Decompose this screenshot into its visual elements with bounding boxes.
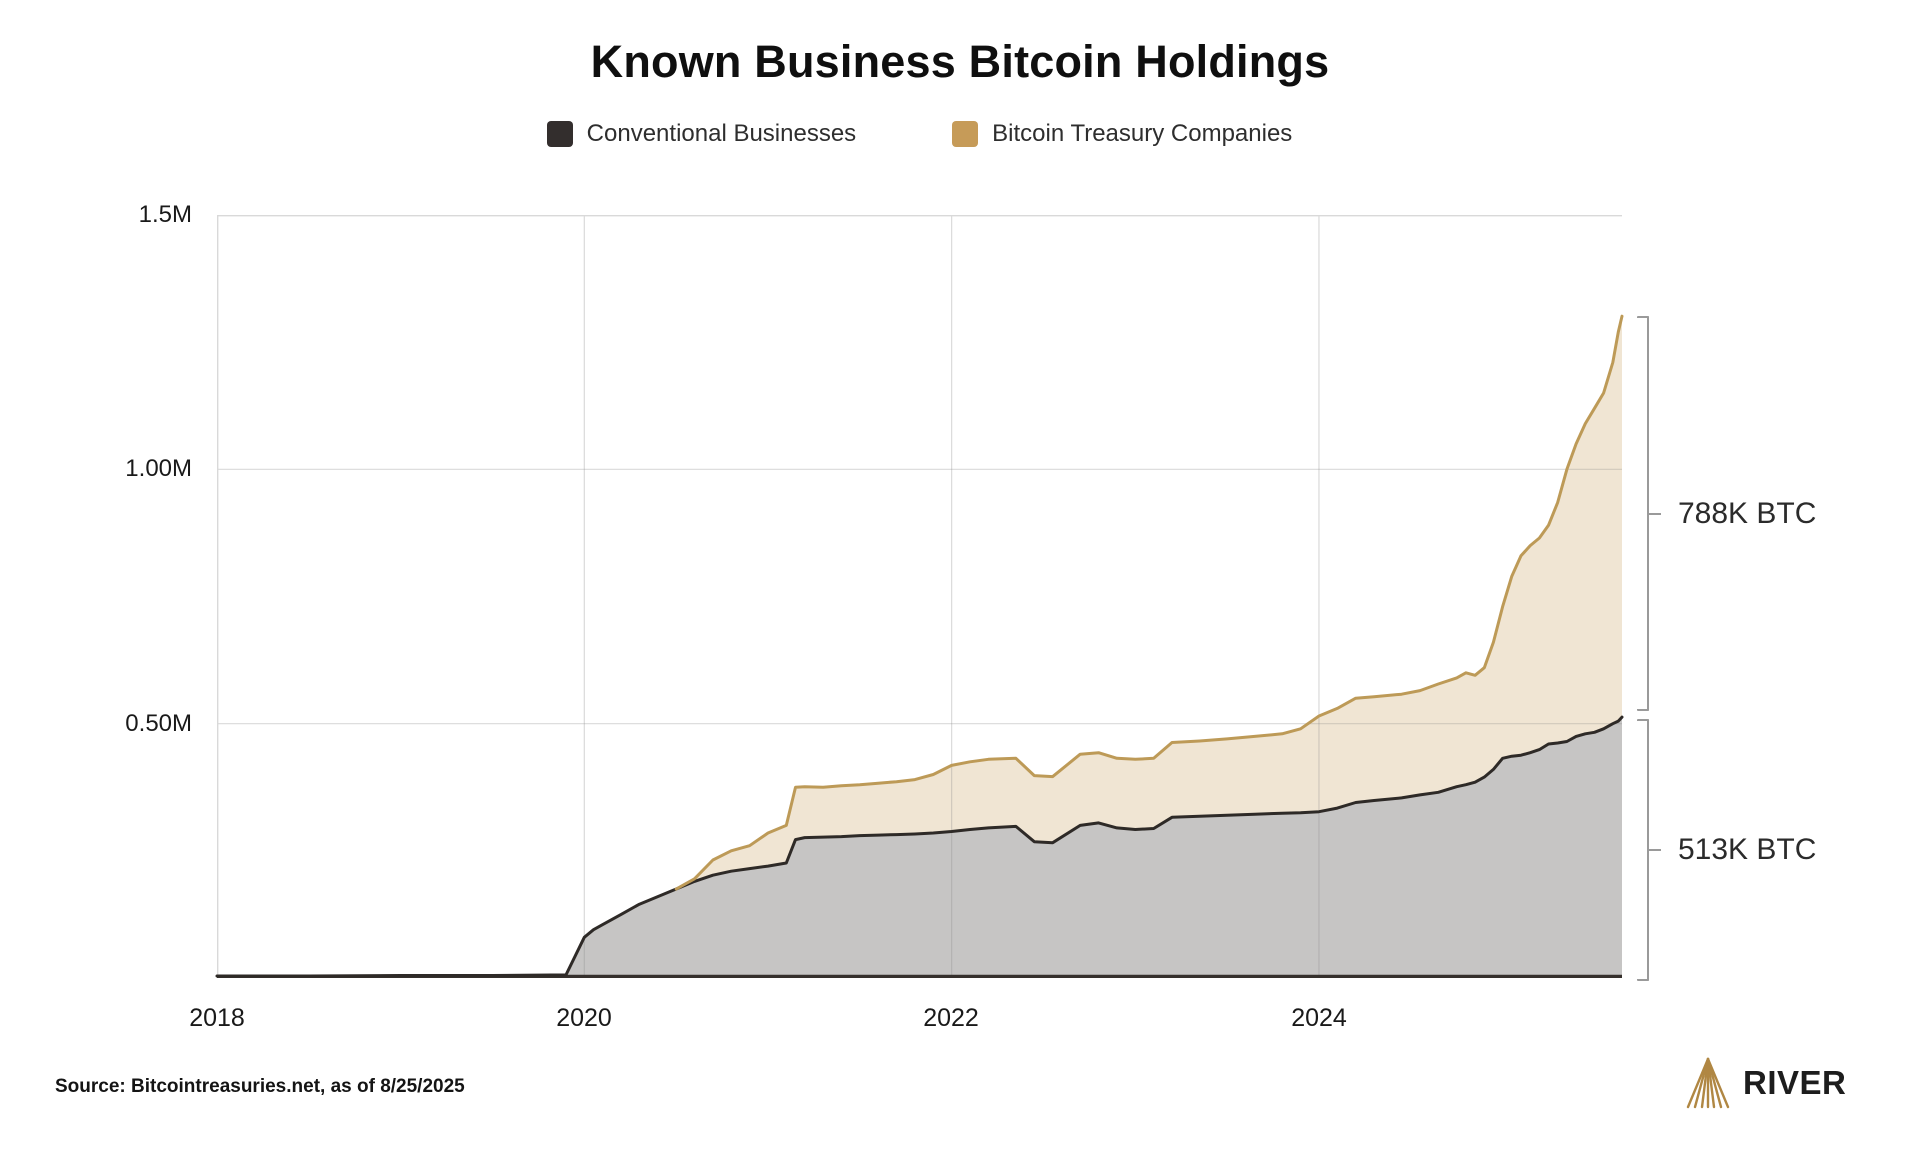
y-axis-tick-0-50m: 0.50M [125, 710, 192, 737]
legend-label-conventional: Conventional Businesses [586, 120, 857, 147]
legend-swatch-conventional [546, 121, 573, 147]
x-axis-tick-2022: 2022 [923, 1004, 979, 1032]
river-logo: RIVER [1686, 1056, 1846, 1110]
source-attribution: Source: Bitcointreasuries.net, as of 8/2… [55, 1076, 465, 1097]
bracket-treasury-tick [1649, 512, 1661, 515]
x-axis-tick-2024: 2024 [1291, 1004, 1347, 1032]
stacked-area-plot [215, 214, 1624, 979]
y-axis-tick-1-5m: 1.5M [138, 201, 192, 228]
chart-legend: Conventional Businesses Bitcoin Treasury… [217, 120, 1622, 148]
x-axis-tick-2018: 2018 [189, 1004, 245, 1032]
legend-label-treasury: Bitcoin Treasury Companies [992, 120, 1293, 147]
chart-title: Known Business Bitcoin Holdings [590, 36, 1330, 87]
river-mountain-icon [1686, 1057, 1730, 1109]
bracket-conventional-range [1637, 719, 1661, 981]
legend-swatch-treasury [952, 121, 979, 147]
river-logo-text: RIVER [1743, 1064, 1847, 1101]
x-axis-tick-2020: 2020 [556, 1004, 612, 1032]
legend-item-conventional: Conventional Businesses [546, 120, 857, 148]
y-axis-tick-1-00m: 1.00M [125, 455, 192, 482]
legend-item-treasury: Bitcoin Treasury Companies [952, 120, 1292, 148]
annotation-conventional-btc: 513K BTC [1678, 833, 1817, 867]
annotation-treasury-btc: 788K BTC [1678, 496, 1817, 530]
bracket-conventional-tick [1649, 849, 1661, 852]
bracket-treasury-range [1637, 316, 1661, 712]
